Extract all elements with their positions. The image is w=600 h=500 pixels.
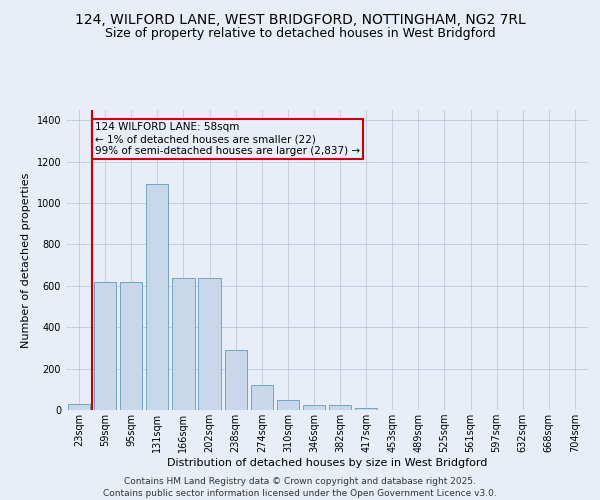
Bar: [251, 385, 273, 410]
Bar: [199, 278, 221, 410]
X-axis label: Distribution of detached houses by size in West Bridgford: Distribution of detached houses by size …: [167, 458, 487, 468]
Text: 124, WILFORD LANE, WEST BRIDGFORD, NOTTINGHAM, NG2 7RL: 124, WILFORD LANE, WEST BRIDGFORD, NOTTI…: [74, 12, 526, 26]
Text: Contains HM Land Registry data © Crown copyright and database right 2025.
Contai: Contains HM Land Registry data © Crown c…: [103, 476, 497, 498]
Bar: [224, 350, 247, 410]
Bar: [146, 184, 169, 410]
Text: 124 WILFORD LANE: 58sqm
← 1% of detached houses are smaller (22)
99% of semi-det: 124 WILFORD LANE: 58sqm ← 1% of detached…: [95, 122, 360, 156]
Bar: [329, 405, 351, 410]
Bar: [303, 405, 325, 410]
Bar: [172, 278, 194, 410]
Text: Size of property relative to detached houses in West Bridgford: Size of property relative to detached ho…: [104, 28, 496, 40]
Y-axis label: Number of detached properties: Number of detached properties: [21, 172, 31, 348]
Bar: [277, 400, 299, 410]
Bar: [120, 282, 142, 410]
Bar: [94, 282, 116, 410]
Bar: [68, 404, 90, 410]
Bar: [355, 408, 377, 410]
